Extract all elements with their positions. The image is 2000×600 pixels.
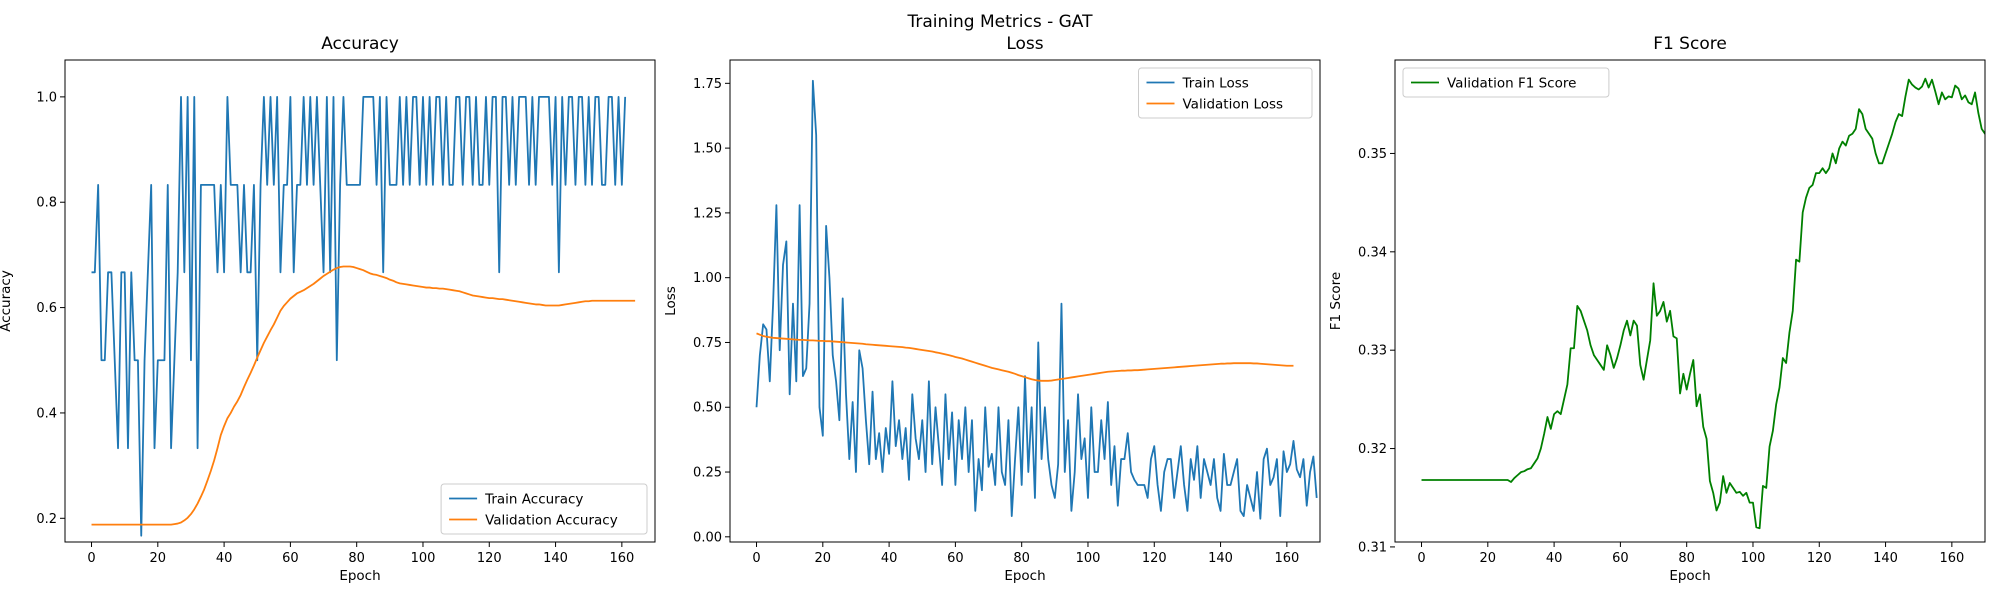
x-tick-label: 0 (1417, 551, 1425, 566)
f1-score-axes-frame (1394, 59, 1986, 543)
loss-title: Loss (1006, 34, 1043, 54)
x-tick-label: 160 (609, 551, 634, 566)
x-tick-label: 100 (1076, 551, 1101, 566)
y-tick-label: 1.75 (693, 77, 722, 92)
validation-f1-score-line (1421, 77, 1985, 530)
f1-score-panel: F1 Score 0 20 40 60 80 100 120 140 160 0.31 0.32 0.3… (1328, 34, 1986, 584)
x-tick-label: 0 (87, 551, 95, 566)
x-tick-label: 20 (1480, 551, 1497, 566)
legend-frame (1138, 67, 1313, 119)
x-tick-label: 0 (752, 551, 760, 566)
accuracy-title: Accuracy (321, 34, 399, 54)
f1-score-lines (1421, 77, 1985, 530)
train-loss-line (755, 79, 1318, 520)
x-tick-label: 100 (411, 551, 436, 566)
loss-y-axis-label: Loss (663, 286, 679, 316)
y-tick-label: 0.6 (36, 301, 57, 316)
f1-score-title: F1 Score (1653, 34, 1727, 54)
legend-label: Validation Accuracy (485, 513, 618, 529)
x-tick-label: 160 (1939, 551, 1964, 566)
legend-label: Validation Loss (1183, 97, 1284, 113)
f1-score-x-axis-label: Epoch (1669, 568, 1710, 584)
loss-x-axis-label: Epoch (1004, 568, 1045, 584)
y-tick-label: 1.00 (693, 271, 722, 286)
accuracy-legend: Train Accuracy Validation Accuracy (440, 483, 648, 535)
y-tick-label: 0.33 (1358, 344, 1387, 359)
x-tick-label: 140 (543, 551, 568, 566)
y-tick-label: 0.75 (693, 336, 722, 351)
x-tick-label: 40 (1546, 551, 1563, 566)
validation-accuracy-line (91, 265, 636, 526)
f1-score-legend: Validation F1 Score (1402, 67, 1610, 98)
x-tick-label: 60 (947, 551, 964, 566)
legend-label: Validation F1 Score (1447, 76, 1576, 92)
x-tick-label: 160 (1274, 551, 1299, 566)
accuracy-x-axis-label: Epoch (339, 568, 380, 584)
x-tick-label: 120 (1142, 551, 1167, 566)
y-tick-label: 0.31 (1358, 540, 1387, 555)
loss-legend: Train Loss Validation Loss (1138, 67, 1313, 119)
y-tick-label: 0.00 (693, 530, 722, 545)
legend-frame (1402, 67, 1610, 98)
x-tick-label: 100 (1741, 551, 1766, 566)
x-tick-label: 20 (150, 551, 167, 566)
x-tick-label: 80 (348, 551, 365, 566)
x-tick-label: 80 (1013, 551, 1030, 566)
f1-score-y-axis-label: F1 Score (1328, 272, 1344, 330)
x-tick-label: 140 (1873, 551, 1898, 566)
loss-lines (755, 79, 1318, 520)
y-tick-label: 0.4 (36, 406, 57, 421)
x-tick-label: 60 (1612, 551, 1629, 566)
accuracy-axes-frame (64, 59, 656, 543)
legend-label: Train Loss (1182, 76, 1249, 92)
validation-loss-line (756, 332, 1294, 382)
loss-panel: Loss 0 20 40 60 80 100 120 140 160 0.00 0.25 0.50 0.7… (663, 34, 1321, 584)
accuracy-panel: Accuracy 0 20 40 60 80 100 120 140 160 0.2 0.4 0.6 0.… (0, 34, 656, 584)
legend-label: Train Accuracy (484, 492, 583, 508)
x-tick-label: 20 (815, 551, 832, 566)
x-tick-label: 60 (282, 551, 299, 566)
y-tick-label: 0.34 (1358, 245, 1387, 260)
x-tick-label: 40 (881, 551, 898, 566)
x-tick-label: 80 (1678, 551, 1695, 566)
y-tick-label: 0.35 (1358, 147, 1387, 162)
y-tick-label: 1.0 (36, 90, 57, 105)
x-tick-label: 40 (216, 551, 233, 566)
y-tick-label: 0.32 (1358, 442, 1387, 457)
y-tick-label: 0.50 (693, 401, 722, 416)
accuracy-y-axis-label: Accuracy (0, 270, 14, 332)
accuracy-lines (91, 95, 636, 537)
train-accuracy-line (91, 95, 627, 537)
x-tick-label: 120 (1807, 551, 1832, 566)
legend-frame (440, 483, 648, 535)
x-tick-label: 120 (477, 551, 502, 566)
x-tick-label: 140 (1208, 551, 1233, 566)
y-tick-label: 0.8 (36, 196, 57, 211)
loss-axes-frame (729, 59, 1321, 543)
y-tick-label: 1.25 (693, 206, 722, 221)
y-tick-label: 0.2 (36, 512, 57, 527)
y-tick-label: 1.50 (693, 142, 722, 157)
y-tick-label: 0.25 (693, 466, 722, 481)
figure-suptitle: Training Metrics - GAT (907, 12, 1094, 32)
